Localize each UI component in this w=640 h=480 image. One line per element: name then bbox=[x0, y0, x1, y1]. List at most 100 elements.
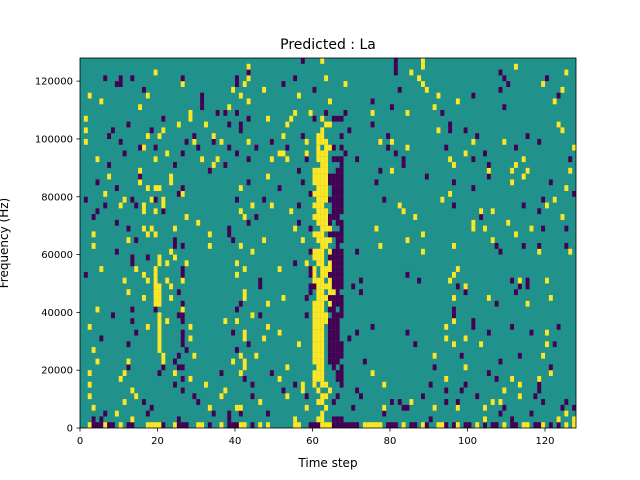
heatmap-cell bbox=[169, 248, 174, 255]
heatmap-cell bbox=[440, 422, 445, 429]
heatmap-cell bbox=[188, 375, 193, 382]
heatmap-cell bbox=[95, 306, 100, 313]
heatmap-cell bbox=[285, 364, 290, 371]
heatmap-cell bbox=[335, 416, 340, 423]
heatmap-cell bbox=[145, 323, 150, 330]
heatmap-cell bbox=[227, 144, 232, 151]
heatmap-cell bbox=[331, 202, 336, 209]
heatmap-cell bbox=[246, 156, 251, 163]
heatmap-cell bbox=[452, 162, 456, 168]
heatmap-cell bbox=[145, 231, 150, 238]
heatmap-cell bbox=[328, 260, 332, 267]
heatmap-cell bbox=[316, 185, 321, 192]
heatmap-cell bbox=[421, 81, 425, 87]
heatmap-cell bbox=[421, 63, 425, 70]
heatmap-cell bbox=[320, 323, 325, 330]
heatmap-cell bbox=[390, 399, 394, 405]
heatmap-cell bbox=[304, 295, 309, 301]
heatmap-cell bbox=[176, 364, 181, 371]
heatmap-cell bbox=[502, 387, 507, 394]
heatmap-cell bbox=[192, 352, 197, 359]
heatmap-cell bbox=[250, 312, 255, 319]
heatmap-cell bbox=[235, 75, 239, 82]
heatmap-cell bbox=[339, 219, 344, 226]
heatmap-cell bbox=[91, 404, 96, 411]
heatmap-cell bbox=[335, 196, 340, 203]
heatmap-cell bbox=[564, 422, 569, 429]
heatmap-cell bbox=[331, 399, 336, 405]
heatmap-cell bbox=[107, 162, 112, 168]
heatmap-cell bbox=[99, 98, 104, 105]
heatmap-cell bbox=[266, 173, 270, 180]
heatmap-cell bbox=[339, 185, 344, 192]
heatmap-cell bbox=[514, 289, 518, 296]
heatmap-cell bbox=[118, 81, 123, 87]
heatmap-cell bbox=[328, 323, 332, 330]
heatmap-cell bbox=[103, 202, 108, 209]
heatmap-cell bbox=[324, 162, 329, 168]
heatmap-cell bbox=[312, 266, 317, 272]
heatmap-cell bbox=[324, 173, 329, 180]
heatmap-cell bbox=[308, 248, 313, 255]
heatmap-cell bbox=[312, 375, 317, 382]
heatmap-cell bbox=[219, 422, 224, 429]
heatmap-cell bbox=[510, 179, 515, 186]
heatmap-cell bbox=[103, 75, 108, 82]
heatmap-cell bbox=[192, 393, 197, 400]
heatmap-cell bbox=[87, 422, 92, 429]
heatmap-cell bbox=[238, 410, 243, 417]
heatmap-cell bbox=[188, 115, 193, 122]
heatmap-cell bbox=[262, 335, 267, 342]
heatmap-cell bbox=[537, 243, 542, 249]
heatmap-cell bbox=[320, 196, 325, 203]
heatmap-cell bbox=[463, 289, 468, 296]
heatmap-cell bbox=[312, 190, 317, 197]
heatmap-cell bbox=[328, 341, 332, 348]
heatmap-cell bbox=[355, 248, 360, 255]
heatmap-cell bbox=[556, 323, 561, 330]
heatmap-cell bbox=[200, 92, 205, 99]
heatmap-cell bbox=[331, 329, 336, 336]
heatmap-cell bbox=[331, 289, 336, 296]
heatmap-cell bbox=[91, 243, 96, 249]
heatmap-cell bbox=[382, 196, 387, 203]
heatmap-cell bbox=[328, 266, 332, 272]
heatmap-cell bbox=[312, 254, 317, 261]
heatmap-cell bbox=[339, 312, 344, 319]
heatmap-cell bbox=[176, 352, 181, 359]
heatmap-cell bbox=[157, 370, 162, 377]
heatmap-cell bbox=[328, 318, 332, 324]
heatmap-cell bbox=[455, 399, 460, 405]
heatmap-cell bbox=[328, 271, 332, 278]
heatmap-cell bbox=[324, 266, 329, 272]
heatmap-cell bbox=[184, 260, 189, 267]
heatmap-cell bbox=[235, 306, 239, 313]
heatmap-cell bbox=[281, 133, 286, 139]
heatmap-cell bbox=[320, 318, 325, 324]
heatmap-cell bbox=[316, 289, 321, 296]
y-tick-label: 80000 bbox=[41, 192, 73, 203]
heatmap-cell bbox=[149, 404, 154, 411]
heatmap-cell bbox=[545, 329, 549, 336]
heatmap-cell bbox=[525, 133, 530, 139]
heatmap-cell bbox=[568, 167, 573, 174]
heatmap-cell bbox=[331, 208, 336, 215]
chart-title: Predicted : La bbox=[280, 37, 376, 53]
heatmap-cell bbox=[521, 156, 526, 163]
heatmap-cell bbox=[475, 422, 480, 429]
heatmap-cell bbox=[432, 364, 437, 371]
heatmap-cell bbox=[320, 127, 325, 134]
heatmap-cell bbox=[180, 375, 185, 382]
heatmap-cell bbox=[130, 306, 135, 313]
heatmap-cell bbox=[149, 196, 154, 203]
heatmap-cell bbox=[564, 225, 569, 232]
heatmap-cell bbox=[87, 393, 92, 400]
heatmap-cell bbox=[173, 237, 177, 244]
heatmap-cell bbox=[316, 231, 321, 238]
heatmap-cell bbox=[281, 387, 286, 394]
heatmap-cell bbox=[393, 58, 398, 64]
heatmap-cell bbox=[107, 133, 112, 139]
heatmap-cell bbox=[304, 138, 309, 145]
heatmap-cell bbox=[537, 387, 542, 394]
heatmap-cell bbox=[564, 399, 569, 405]
